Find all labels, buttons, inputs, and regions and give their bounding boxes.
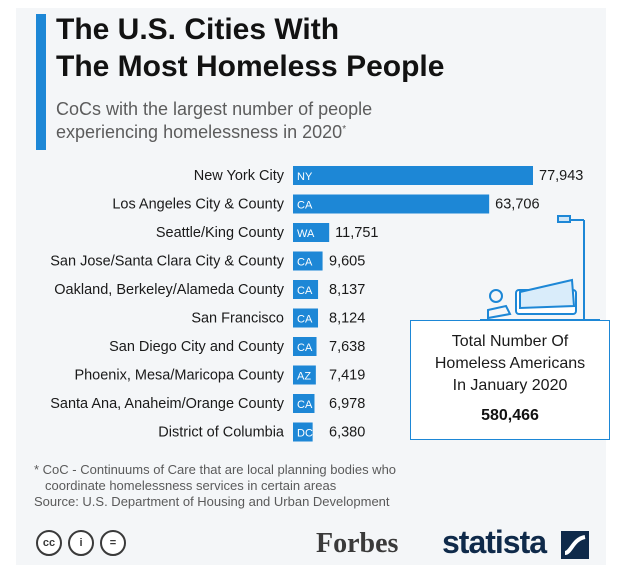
value-label: 11,751 [335, 225, 378, 241]
license-icons: cc i = [36, 530, 126, 556]
value-label: 8,137 [329, 282, 365, 298]
total-label-line-2: Homeless Americans [411, 353, 609, 375]
value-label: 77,943 [539, 168, 583, 184]
title-accent-bar [36, 14, 46, 150]
state-code-label: CA [297, 200, 313, 212]
source-note: Source: U.S. Department of Housing and U… [34, 494, 396, 510]
state-code-label: DC [297, 428, 313, 440]
category-label: San Diego City and County [109, 339, 285, 355]
state-code-label: NY [297, 171, 313, 183]
page-title: The U.S. Cities With The Most Homeless P… [56, 12, 444, 86]
subtitle: CoCs with the largest number of people e… [56, 98, 372, 144]
statista-mark-icon [561, 531, 589, 559]
state-code-label: CA [297, 314, 313, 326]
category-label: Phoenix, Mesa/Maricopa County [74, 368, 284, 384]
total-label-line-3: In January 2020 [411, 375, 609, 397]
category-label: Santa Ana, Anaheim/Orange County [50, 396, 285, 412]
total-value: 580,466 [411, 407, 609, 425]
creative-commons-icon[interactable]: cc [36, 530, 62, 556]
infographic: The U.S. Cities With The Most Homeless P… [0, 0, 620, 573]
category-label: San Francisco [191, 311, 284, 327]
footnote-line-2: coordinate homelessness services in cert… [34, 478, 396, 494]
footnote-line-1: * CoC - Continuums of Care that are loca… [34, 462, 396, 478]
total-label-line-1: Total Number Of [411, 331, 609, 353]
category-label: Seattle/King County [156, 225, 285, 241]
title-line-2: The Most Homeless People [56, 49, 444, 86]
category-label: San Jose/Santa Clara City & County [50, 254, 284, 270]
value-label: 8,124 [329, 311, 365, 327]
value-label: 6,978 [329, 396, 365, 412]
title-line-1: The U.S. Cities With [56, 12, 444, 49]
subtitle-line-2: experiencing homelessness in 2020 [56, 122, 342, 142]
attribution-icon[interactable]: i [68, 530, 94, 556]
statista-logo[interactable]: statista [442, 524, 546, 561]
state-code-label: AZ [297, 371, 311, 383]
state-code-label: CA [297, 399, 313, 411]
subtitle-line-1: CoCs with the largest number of people [56, 98, 372, 121]
footnote: * CoC - Continuums of Care that are loca… [34, 462, 396, 510]
total-summary-box: Total Number Of Homeless Americans In Ja… [410, 320, 610, 440]
category-label: Los Angeles City & County [112, 197, 284, 213]
bar [293, 195, 489, 214]
state-code-label: CA [297, 342, 313, 354]
state-code-label: CA [297, 257, 313, 269]
value-label: 6,380 [329, 425, 365, 441]
forbes-logo[interactable]: Forbes [316, 528, 398, 560]
value-label: 7,638 [329, 339, 365, 355]
no-derivatives-icon[interactable]: = [100, 530, 126, 556]
category-label: District of Columbia [158, 425, 285, 441]
value-label: 7,419 [329, 368, 365, 384]
value-label: 9,605 [329, 254, 365, 270]
value-label: 63,706 [495, 197, 539, 213]
state-code-label: WA [297, 228, 315, 240]
state-code-label: CA [297, 285, 313, 297]
subtitle-footnote-mark: * [342, 124, 346, 135]
category-label: New York City [194, 168, 285, 184]
category-label: Oakland, Berkeley/Alameda County [54, 282, 284, 298]
bar [293, 166, 533, 185]
